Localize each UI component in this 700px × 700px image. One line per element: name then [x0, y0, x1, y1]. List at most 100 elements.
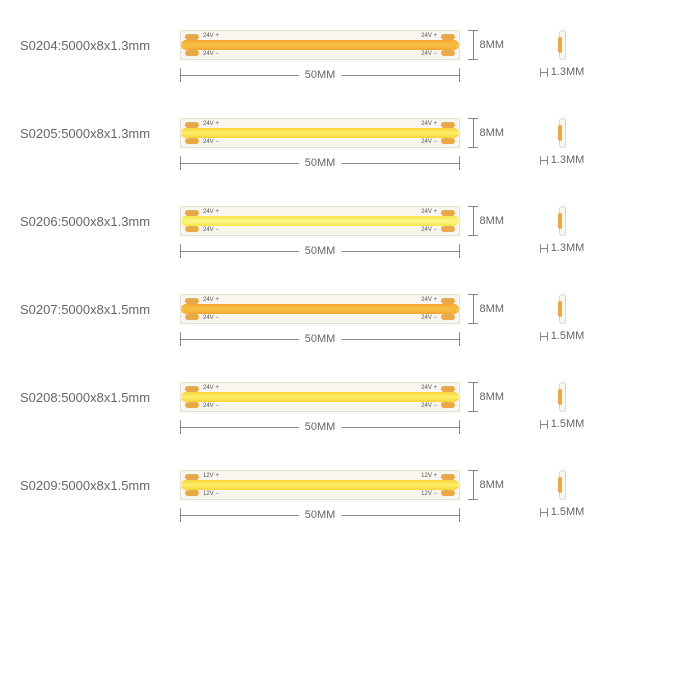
- strip-block: 12V +12V +12V −12V −50MM: [180, 470, 460, 524]
- solder-pad: [185, 34, 199, 40]
- solder-pad: [441, 34, 455, 40]
- side-view-block: 1.3MM: [532, 30, 592, 78]
- led-strip: 24V +24V +24V −24V −: [180, 294, 460, 324]
- length-label: 50MM: [299, 333, 342, 345]
- solder-pad: [185, 386, 199, 392]
- product-row: S0209:5000x8x1.5mm12V +12V +12V −12V −50…: [20, 470, 680, 524]
- solder-pad: [185, 226, 199, 232]
- length-label: 50MM: [299, 157, 342, 169]
- thickness-dimension: 1.3MM: [540, 66, 585, 78]
- length-label: 50MM: [299, 245, 342, 257]
- solder-pad: [185, 298, 199, 304]
- height-label: 8MM: [480, 127, 504, 139]
- thickness-dimension: 1.5MM: [540, 330, 585, 342]
- solder-pad: [441, 138, 455, 144]
- voltage-marking: 12V +: [203, 473, 219, 479]
- strip-block: 24V +24V +24V −24V −50MM: [180, 294, 460, 348]
- side-view-block: 1.5MM: [532, 382, 592, 430]
- product-row: S0208:5000x8x1.5mm24V +24V +24V −24V −50…: [20, 382, 680, 436]
- solder-pad: [441, 226, 455, 232]
- length-label: 50MM: [299, 421, 342, 433]
- solder-pad: [185, 474, 199, 480]
- voltage-marking: 24V +: [421, 209, 437, 215]
- product-row: S0204:5000x8x1.3mm24V +24V +24V −24V −50…: [20, 30, 680, 84]
- height-label: 8MM: [480, 479, 504, 491]
- side-profile-icon: [559, 294, 566, 324]
- thickness-dimension: 1.3MM: [540, 154, 585, 166]
- voltage-marking: 24V +: [203, 297, 219, 303]
- led-line: [181, 480, 459, 490]
- led-line: [181, 128, 459, 138]
- thickness-dimension: 1.5MM: [540, 506, 585, 518]
- led-line: [181, 304, 459, 314]
- side-profile-icon: [559, 30, 566, 60]
- solder-pad: [185, 50, 199, 56]
- solder-pad: [441, 50, 455, 56]
- length-dimension: 50MM: [180, 66, 460, 84]
- voltage-marking: 24V +: [203, 33, 219, 39]
- height-dimension: 8MM: [460, 294, 504, 324]
- solder-pad: [441, 474, 455, 480]
- led-line: [181, 40, 459, 50]
- length-dimension: 50MM: [180, 154, 460, 172]
- voltage-marking: 24V +: [421, 297, 437, 303]
- side-profile-icon: [559, 382, 566, 412]
- height-dimension: 8MM: [460, 206, 504, 236]
- solder-pad: [185, 138, 199, 144]
- solder-pad: [441, 210, 455, 216]
- length-dimension: 50MM: [180, 242, 460, 260]
- led-line: [181, 392, 459, 402]
- voltage-marking: 24V −: [203, 315, 219, 321]
- voltage-marking: 24V −: [421, 403, 437, 409]
- led-strip: 24V +24V +24V −24V −: [180, 382, 460, 412]
- solder-pad: [441, 490, 455, 496]
- thickness-label: 1.3MM: [551, 66, 585, 78]
- led-strip: 24V +24V +24V −24V −: [180, 30, 460, 60]
- product-label: S0206:5000x8x1.3mm: [20, 206, 180, 229]
- solder-pad: [441, 386, 455, 392]
- voltage-marking: 24V −: [203, 139, 219, 145]
- side-view-block: 1.5MM: [532, 294, 592, 342]
- length-label: 50MM: [299, 69, 342, 81]
- strip-block: 24V +24V +24V −24V −50MM: [180, 382, 460, 436]
- height-dimension: 8MM: [460, 382, 504, 412]
- solder-pad: [185, 210, 199, 216]
- voltage-marking: 24V −: [421, 227, 437, 233]
- solder-pad: [185, 314, 199, 320]
- height-dimension: 8MM: [460, 30, 504, 60]
- voltage-marking: 24V −: [421, 139, 437, 145]
- height-label: 8MM: [480, 215, 504, 227]
- solder-pad: [185, 402, 199, 408]
- side-profile-icon: [559, 118, 566, 148]
- thickness-dimension: 1.3MM: [540, 242, 585, 254]
- solder-pad: [441, 314, 455, 320]
- thickness-label: 1.3MM: [551, 242, 585, 254]
- voltage-marking: 24V −: [203, 403, 219, 409]
- voltage-marking: 24V +: [421, 33, 437, 39]
- led-strip: 24V +24V +24V −24V −: [180, 118, 460, 148]
- length-dimension: 50MM: [180, 418, 460, 436]
- voltage-marking: 24V +: [203, 121, 219, 127]
- product-row: S0206:5000x8x1.3mm 24V + 24V + 24V − 24V − 50…: [20, 206, 680, 260]
- product-label: S0204:5000x8x1.3mm: [20, 30, 180, 53]
- led-line: [181, 216, 459, 226]
- height-label: 8MM: [480, 391, 504, 403]
- thickness-label: 1.5MM: [551, 418, 585, 430]
- side-view-block: 1.5MM: [532, 470, 592, 518]
- side-view-block: 1.3MM: [532, 206, 592, 254]
- product-label: S0205:5000x8x1.3mm: [20, 118, 180, 141]
- length-dimension: 50MM: [180, 506, 460, 524]
- voltage-marking: 24V −: [203, 227, 219, 233]
- voltage-marking: 12V −: [203, 491, 219, 497]
- solder-pad: [185, 490, 199, 496]
- product-label: S0208:5000x8x1.5mm: [20, 382, 180, 405]
- voltage-marking: 24V +: [203, 209, 219, 215]
- solder-pad: [441, 402, 455, 408]
- thickness-label: 1.5MM: [551, 330, 585, 342]
- thickness-label: 1.3MM: [551, 154, 585, 166]
- height-label: 8MM: [480, 39, 504, 51]
- led-strip: 24V + 24V + 24V − 24V −: [180, 206, 460, 236]
- product-label: S0207:5000x8x1.5mm: [20, 294, 180, 317]
- product-row: S0205:5000x8x1.3mm24V +24V +24V −24V −50…: [20, 118, 680, 172]
- voltage-marking: 24V −: [203, 51, 219, 57]
